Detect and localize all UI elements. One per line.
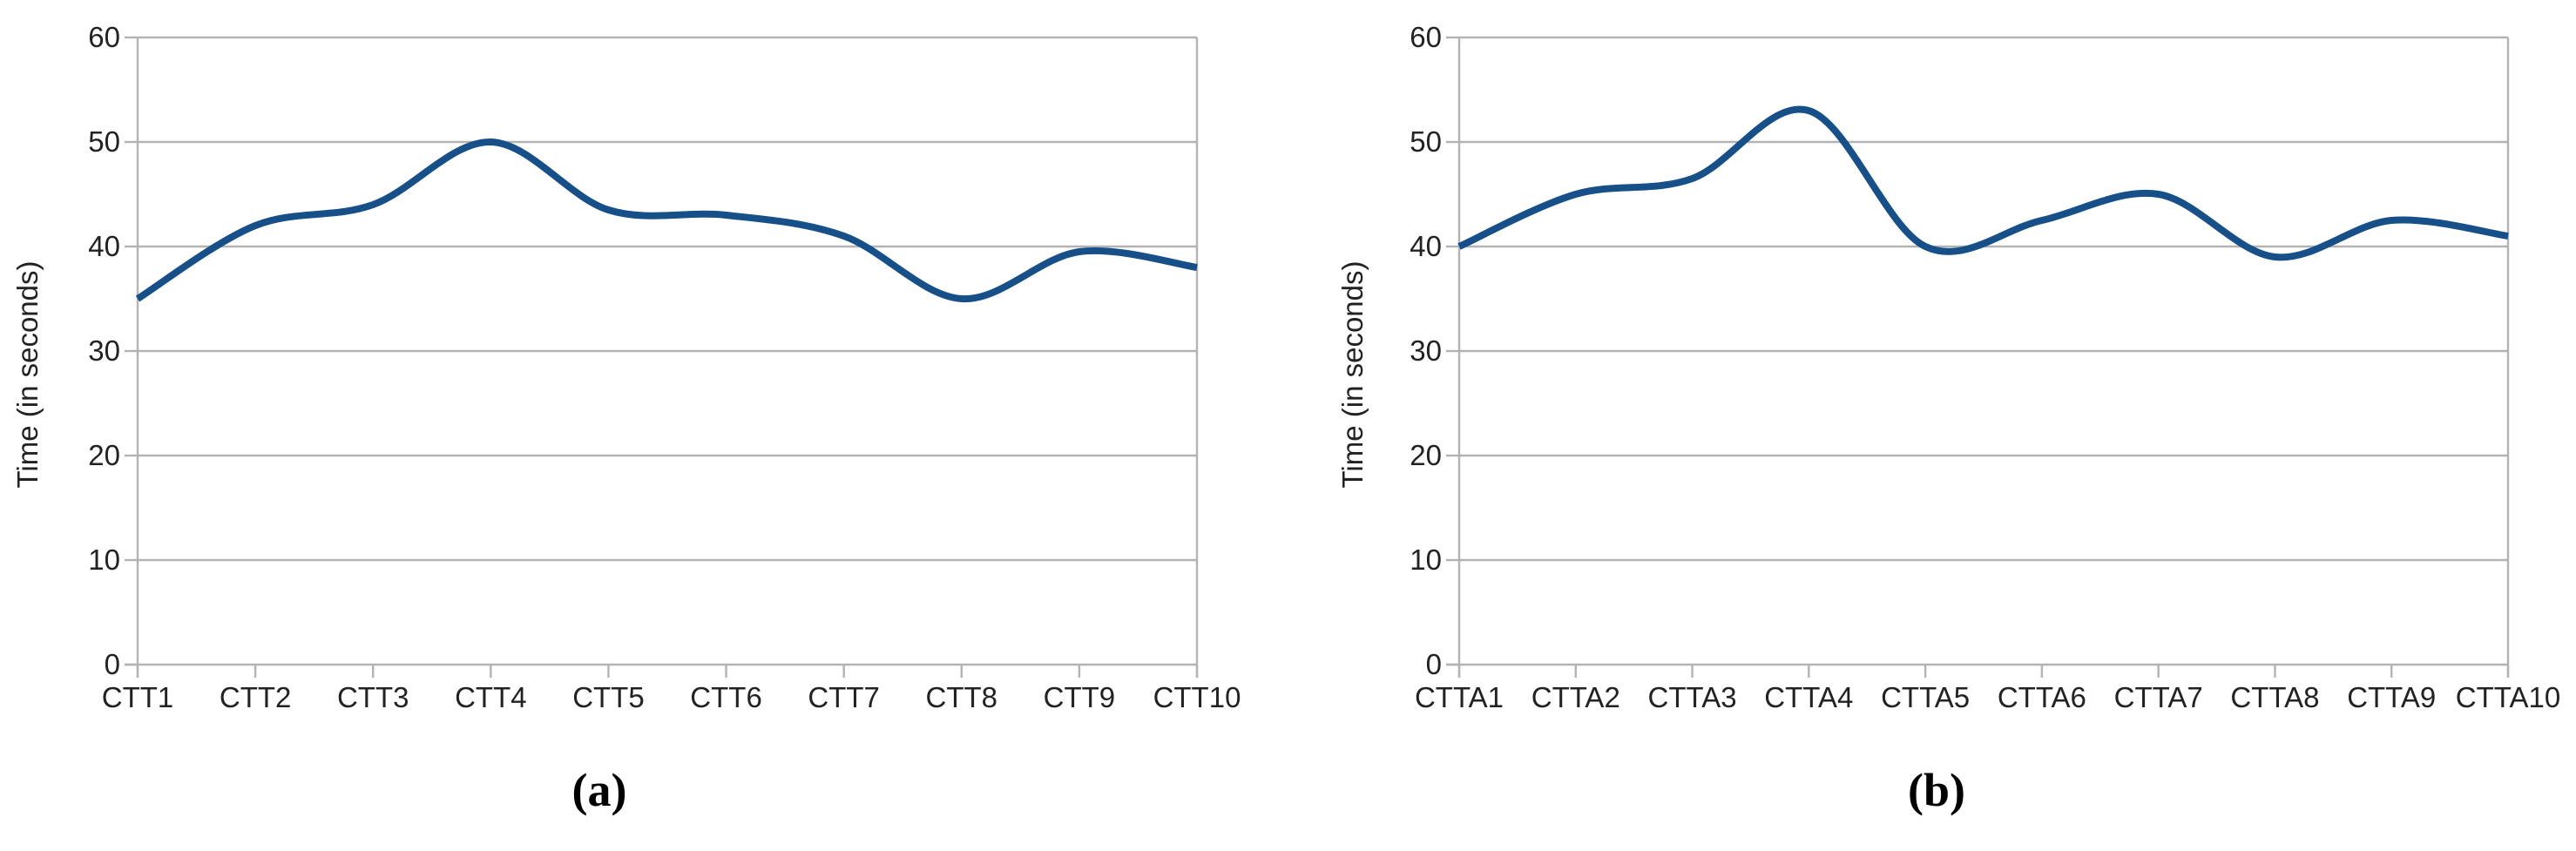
y-tick-label: 30 bbox=[88, 334, 120, 367]
y-tick-label: 40 bbox=[1410, 230, 1442, 262]
caption-a: (a) bbox=[571, 764, 627, 816]
x-tick-label: CTTA5 bbox=[1881, 681, 1970, 713]
y-tick-label: 60 bbox=[1410, 21, 1442, 53]
x-tick-label: CTT5 bbox=[572, 681, 645, 713]
x-tick-label: CTT10 bbox=[1153, 681, 1241, 713]
chart-svg: 0 10 20 30 40 50 60 CTT1 CTT2 CTT3 CTT4 CTT5 CTT6 CTT… bbox=[11, 21, 1241, 713]
x-tick-label: CTT9 bbox=[1044, 681, 1116, 713]
x-tick-label: CTT3 bbox=[337, 681, 409, 713]
line-chart-b: 0 10 20 30 40 50 60 CTTA1 CTTA2 CTTA3 CTTA4 CTTA5 CT… bbox=[1289, 0, 2576, 851]
chart-a-figure: 0 10 20 30 40 50 60 CTT1 CTT2 CTT3 CTT4 CTT5 CTT6 CTT… bbox=[11, 21, 1241, 816]
y-tick-label: 50 bbox=[1410, 125, 1442, 158]
y-tick-label: 0 bbox=[105, 648, 120, 680]
x-tick-label: CTTA3 bbox=[1648, 681, 1737, 713]
x-tick-label: CTTA6 bbox=[1998, 681, 2086, 713]
y-tick-label: 10 bbox=[1410, 544, 1442, 576]
x-tick-label: CTT6 bbox=[690, 681, 762, 713]
x-tick-label: CTT2 bbox=[220, 681, 292, 713]
x-tick-label: CTTA8 bbox=[2230, 681, 2319, 713]
x-tick-label: CTTA10 bbox=[2456, 681, 2560, 713]
y-tick-label: 20 bbox=[1410, 439, 1442, 471]
series-line bbox=[135, 138, 1198, 303]
chart-b-figure: 0 10 20 30 40 50 60 CTTA1 CTTA2 CTTA3 CTTA4 CTTA5 CT… bbox=[1289, 0, 2576, 851]
x-tick-label: CTT1 bbox=[102, 681, 174, 713]
chart-svg: 0 10 20 30 40 50 60 CTTA1 CTTA2 CTTA3 CTTA4 CTTA5 CT… bbox=[1336, 21, 2560, 713]
y-axis-title: Time (in seconds) bbox=[1336, 260, 1369, 488]
x-tick-label: CTTA4 bbox=[1764, 681, 1853, 713]
y-tick-label: 60 bbox=[88, 21, 120, 53]
y-tick-label: 20 bbox=[88, 439, 120, 471]
x-tick-label: CTT7 bbox=[808, 681, 880, 713]
y-tick-label: 10 bbox=[88, 544, 120, 576]
x-tick-label: CTTA9 bbox=[2347, 681, 2436, 713]
y-tick-label: 0 bbox=[1426, 648, 1442, 680]
x-tick-label: CTTA1 bbox=[1415, 681, 1504, 713]
caption-b: (b) bbox=[1908, 764, 1965, 816]
x-tick-label: CTT8 bbox=[926, 681, 998, 713]
y-tick-label: 50 bbox=[88, 125, 120, 158]
x-tick-label: CTTA2 bbox=[1531, 681, 1620, 713]
y-tick-label: 30 bbox=[1410, 334, 1442, 367]
series-line bbox=[1457, 105, 2509, 261]
x-tick-label: CTT4 bbox=[455, 681, 527, 713]
y-axis-title: Time (in seconds) bbox=[11, 260, 44, 488]
x-tick-label: CTTA7 bbox=[2114, 681, 2203, 713]
y-tick-label: 40 bbox=[88, 230, 120, 262]
line-chart-a: 0 10 20 30 40 50 60 CTT1 CTT2 CTT3 CTT4 CTT5 CTT6 CTT… bbox=[11, 21, 1241, 713]
